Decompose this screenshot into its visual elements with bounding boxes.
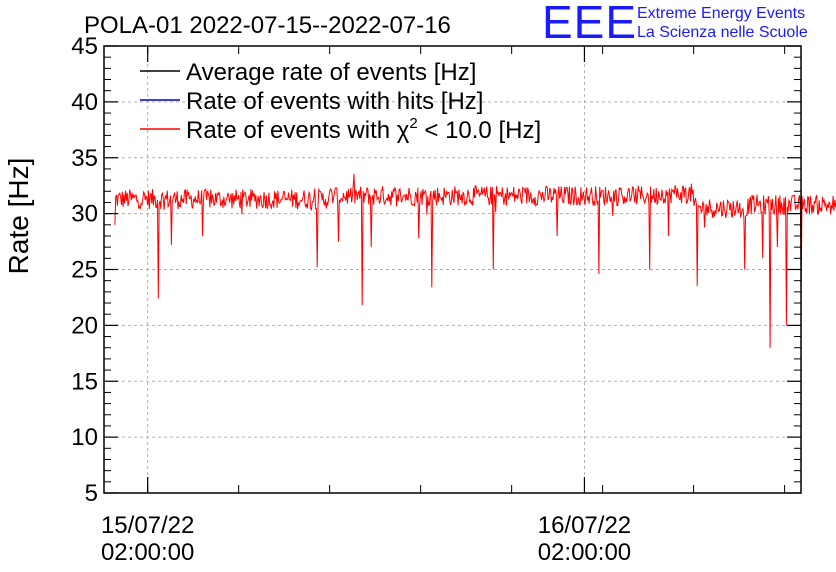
y-tick-label: 10 bbox=[71, 424, 98, 451]
legend-label-0: Average rate of events [Hz] bbox=[186, 59, 476, 86]
legend-label-2: Rate of events with χ2 < 10.0 [Hz] bbox=[186, 115, 541, 144]
x-tick-date-label: 16/07/22 bbox=[538, 512, 631, 539]
y-axis-label: Rate [Hz] bbox=[3, 158, 34, 275]
y-tick-label: 15 bbox=[71, 368, 98, 395]
series-line-chi2 bbox=[114, 173, 836, 348]
chart-title: POLA-01 2022-07-15--2022-07-16 bbox=[84, 12, 451, 39]
eee-logo-line1: Extreme Energy Events bbox=[637, 5, 806, 22]
y-tick-label: 35 bbox=[71, 145, 98, 172]
series-area bbox=[114, 173, 836, 348]
legend-label-1: Rate of events with hits [Hz] bbox=[186, 88, 483, 115]
y-tick-label: 45 bbox=[71, 33, 98, 60]
axes: 5101520253035404515/07/2202:00:0016/07/2… bbox=[71, 33, 801, 566]
eee-logo-line2: La Scienza nelle Scuole bbox=[637, 24, 808, 41]
legend: Average rate of events [Hz]Rate of event… bbox=[140, 59, 541, 144]
x-tick-time-label: 02:00:00 bbox=[101, 539, 194, 566]
y-tick-label: 5 bbox=[85, 480, 98, 507]
y-tick-label: 40 bbox=[71, 89, 98, 116]
y-tick-label: 20 bbox=[71, 312, 98, 339]
x-tick-time-label: 02:00:00 bbox=[538, 539, 631, 566]
eee-logo-mark: EEE bbox=[542, 0, 638, 48]
eee-logo-text: Extreme Energy Events La Scienza nelle S… bbox=[637, 4, 808, 42]
x-tick-date-label: 15/07/22 bbox=[101, 512, 194, 539]
grid bbox=[104, 46, 801, 493]
y-tick-label: 25 bbox=[71, 257, 98, 284]
y-tick-label: 30 bbox=[71, 201, 98, 228]
eee-logo: EEE Extreme Energy Events La Scienza nel… bbox=[542, 0, 832, 48]
